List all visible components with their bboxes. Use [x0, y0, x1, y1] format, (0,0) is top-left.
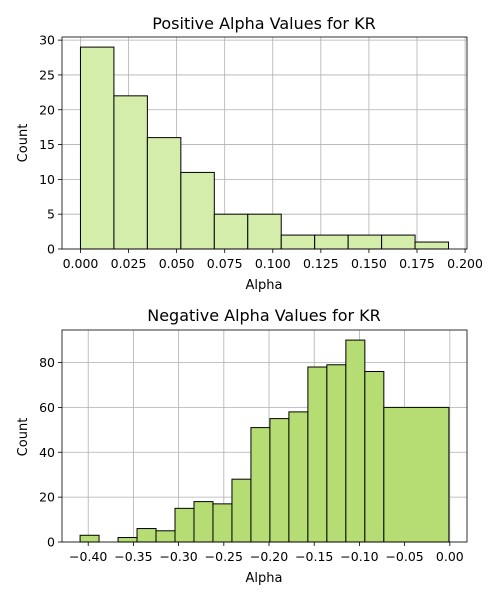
y-tick-label: 60 — [39, 400, 55, 415]
y-tick-label: 10 — [39, 172, 55, 187]
histogram-bar — [345, 339, 366, 543]
y-tick-label: 20 — [39, 490, 55, 505]
y-tick-label: 80 — [39, 355, 55, 370]
x-tick-label: 0.025 — [111, 256, 147, 271]
x-tick-label: −0.25 — [205, 549, 243, 564]
y-axis-label: Count — [16, 418, 31, 457]
x-tick-label: −0.20 — [250, 549, 288, 564]
x-tick-label: 0.000 — [63, 256, 99, 271]
histogram-bar — [155, 530, 176, 543]
x-tick-label: −0.05 — [385, 549, 423, 564]
y-axis-label: Count — [16, 124, 31, 163]
y-tick-label: 0 — [47, 535, 55, 550]
histogram-bar — [269, 418, 290, 543]
histogram-bar — [146, 137, 182, 250]
histogram-bar — [213, 213, 249, 250]
histogram-bar — [174, 507, 195, 543]
y-ticks: 0 5 10 15 20 25 30 — [39, 33, 62, 257]
histogram-bar — [314, 234, 349, 250]
x-tick-label: 0.200 — [447, 256, 483, 271]
x-axis-label: Alpha — [246, 571, 283, 586]
histogram-bar — [247, 213, 282, 250]
histogram-bar — [231, 478, 252, 543]
x-tick-label: −0.15 — [295, 549, 333, 564]
histogram-bar — [347, 234, 383, 250]
histogram-bar — [364, 371, 385, 543]
x-tick-label: 0.100 — [255, 256, 291, 271]
x-ticks: 0.000 0.025 0.050 0.075 0.100 0.125 0.150 0.175… — [63, 249, 483, 271]
histogram-bar — [212, 503, 233, 543]
histogram-bar — [136, 528, 157, 543]
chart-title: Negative Alpha Values for KR — [147, 306, 381, 325]
histogram-bar — [79, 46, 115, 250]
histogram-bar — [326, 364, 347, 543]
histogram-bar — [307, 366, 328, 543]
x-tick-label: −0.10 — [340, 549, 378, 564]
y-tick-label: 15 — [39, 137, 55, 152]
negative-alpha-histogram: Negative Alpha Values for KR Alpha Count… — [16, 306, 468, 586]
histogram-bar — [250, 427, 271, 543]
y-tick-label: 0 — [47, 242, 55, 257]
histogram-bar — [117, 537, 138, 543]
histogram-bar — [79, 534, 100, 543]
x-tick-label: 0.00 — [436, 549, 464, 564]
bars — [79, 46, 450, 250]
x-tick-label: 0.075 — [207, 256, 243, 271]
histogram-bar — [288, 411, 309, 543]
x-tick-label: 0.050 — [159, 256, 195, 271]
y-tick-label: 40 — [39, 445, 55, 460]
bars — [79, 339, 450, 543]
histogram-bar — [193, 501, 214, 543]
plot-frame — [61, 36, 468, 250]
x-ticks: −0.40 −0.35 −0.30 −0.25 −0.20 −0.15 −0.10 −0.05… — [69, 542, 464, 564]
plot-frame — [61, 329, 468, 543]
positive-alpha-histogram: Positive Alpha Values for KR Alpha Count… — [16, 14, 483, 293]
histogram-bar — [381, 234, 416, 250]
x-tick-label: −0.35 — [114, 549, 152, 564]
x-tick-label: −0.40 — [69, 549, 107, 564]
y-tick-label: 20 — [39, 102, 55, 117]
y-tick-label: 30 — [39, 33, 55, 48]
histogram-bar — [383, 406, 450, 543]
x-tick-label: 0.125 — [303, 256, 339, 271]
y-tick-label: 5 — [47, 207, 55, 222]
chart-title: Positive Alpha Values for KR — [152, 14, 375, 33]
x-tick-label: −0.30 — [159, 549, 197, 564]
y-tick-label: 25 — [39, 67, 55, 82]
histogram-bar — [280, 234, 316, 250]
x-axis-label: Alpha — [246, 278, 283, 293]
x-tick-label: 0.175 — [399, 256, 435, 271]
histogram-bar — [180, 171, 215, 250]
x-tick-label: 0.150 — [351, 256, 387, 271]
y-ticks: 0 20 40 60 80 — [39, 355, 62, 550]
histogram-bar — [414, 241, 450, 250]
histogram-bar — [113, 95, 148, 250]
